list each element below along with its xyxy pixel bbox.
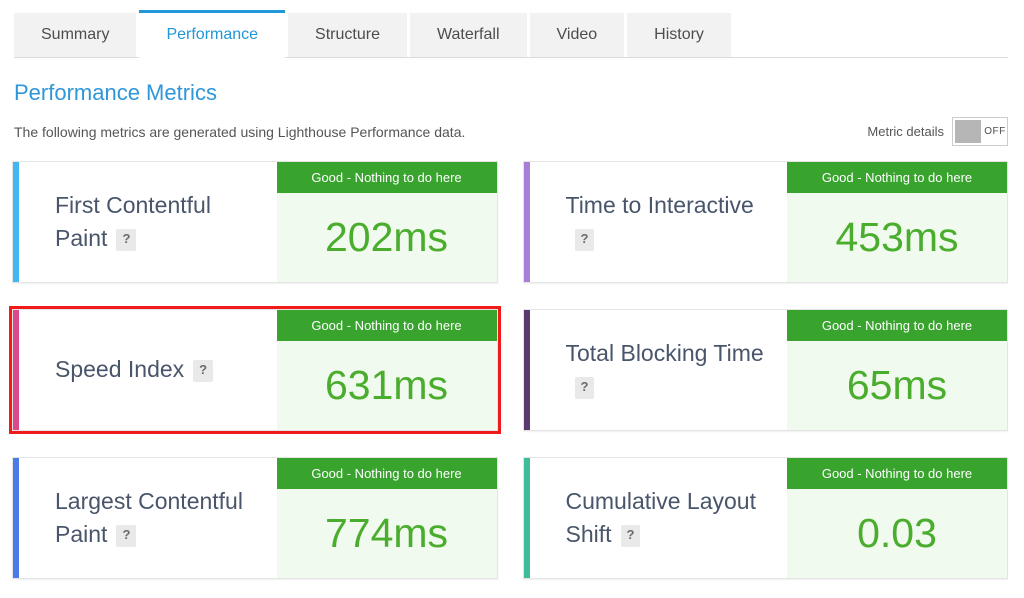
accent-strip	[523, 458, 530, 578]
metric-label: Largest Contentful Paint	[55, 487, 243, 547]
metric-value: 65ms	[787, 341, 1007, 430]
tab-waterfall[interactable]: Waterfall	[409, 13, 527, 58]
metric-result-area: Good - Nothing to do here 631ms	[276, 310, 497, 430]
accent-strip	[13, 310, 19, 430]
grade-badge: Good - Nothing to do here	[787, 310, 1007, 341]
metric-label-area: Speed Index?	[13, 310, 277, 430]
toggle-state-label: OFF	[984, 126, 1006, 137]
subtitle-text: The following metrics are generated usin…	[14, 123, 466, 140]
metric-card-cumulative-layout-shift: Cumulative Layout Shift? Good - Nothing …	[522, 457, 1008, 579]
metric-label-area: Time to Interactive?	[524, 162, 788, 282]
grade-badge: Good - Nothing to do here	[276, 310, 497, 341]
tab-summary[interactable]: Summary	[14, 13, 137, 58]
help-icon[interactable]: ?	[116, 229, 137, 251]
metric-label: Cumulative Layout Shift	[565, 487, 757, 547]
metrics-grid: First Contentful Paint? Good - Nothing t…	[9, 161, 1008, 579]
metric-label: Total Blocking Time	[565, 339, 764, 366]
help-icon[interactable]: ?	[574, 229, 595, 251]
metric-details-toggle[interactable]: OFF	[952, 117, 1008, 146]
toggle-knob[interactable]	[955, 120, 981, 143]
metric-label-area: Total Blocking Time?	[524, 310, 788, 430]
tab-performance[interactable]: Performance	[139, 10, 286, 58]
subheader-row: The following metrics are generated usin…	[14, 117, 1008, 146]
metric-label-area: Cumulative Layout Shift?	[524, 458, 788, 578]
metric-card-total-blocking-time: Total Blocking Time? Good - Nothing to d…	[522, 309, 1008, 431]
metric-details-label: Metric details	[867, 124, 944, 139]
accent-strip	[13, 162, 19, 282]
metric-result-area: Good - Nothing to do here 0.03	[787, 458, 1007, 578]
metric-label-area: Largest Contentful Paint?	[13, 458, 277, 578]
metric-result-area: Good - Nothing to do here 202ms	[276, 162, 497, 282]
accent-strip	[523, 310, 530, 430]
metric-value: 453ms	[787, 193, 1007, 282]
metric-value: 0.03	[787, 489, 1007, 578]
metric-result-area: Good - Nothing to do here 453ms	[787, 162, 1007, 282]
metric-card-speed-index: Speed Index? Good - Nothing to do here 6…	[9, 306, 501, 434]
metric-card-largest-contentful-paint: Largest Contentful Paint? Good - Nothing…	[12, 457, 498, 579]
grade-badge: Good - Nothing to do here	[787, 458, 1007, 489]
grade-badge: Good - Nothing to do here	[276, 458, 497, 489]
accent-strip	[13, 458, 19, 578]
tab-structure[interactable]: Structure	[288, 13, 407, 58]
metric-label: Time to Interactive	[565, 191, 754, 218]
metric-value: 631ms	[276, 341, 497, 430]
metric-result-area: Good - Nothing to do here 65ms	[787, 310, 1007, 430]
metric-label-area: First Contentful Paint?	[13, 162, 277, 282]
metric-value: 774ms	[276, 489, 497, 578]
grade-badge: Good - Nothing to do here	[276, 162, 497, 193]
tab-bar: Summary Performance Structure Waterfall …	[14, 10, 1008, 58]
accent-strip	[523, 162, 530, 282]
grade-badge: Good - Nothing to do here	[787, 162, 1007, 193]
metric-value: 202ms	[276, 193, 497, 282]
tab-history[interactable]: History	[627, 13, 731, 58]
metric-label: Speed Index	[55, 356, 185, 383]
metric-card-time-to-interactive: Time to Interactive? Good - Nothing to d…	[522, 161, 1008, 283]
help-icon[interactable]: ?	[620, 525, 641, 547]
page-title: Performance Metrics	[14, 80, 217, 105]
help-icon[interactable]: ?	[116, 525, 137, 547]
metric-label: First Contentful Paint	[55, 191, 211, 251]
help-icon[interactable]: ?	[574, 377, 595, 399]
help-icon[interactable]: ?	[193, 360, 214, 383]
metric-result-area: Good - Nothing to do here 774ms	[276, 458, 497, 578]
tab-video[interactable]: Video	[529, 13, 625, 58]
metric-details-control: Metric details OFF	[867, 117, 1008, 146]
metric-card-first-contentful-paint: First Contentful Paint? Good - Nothing t…	[12, 161, 498, 283]
